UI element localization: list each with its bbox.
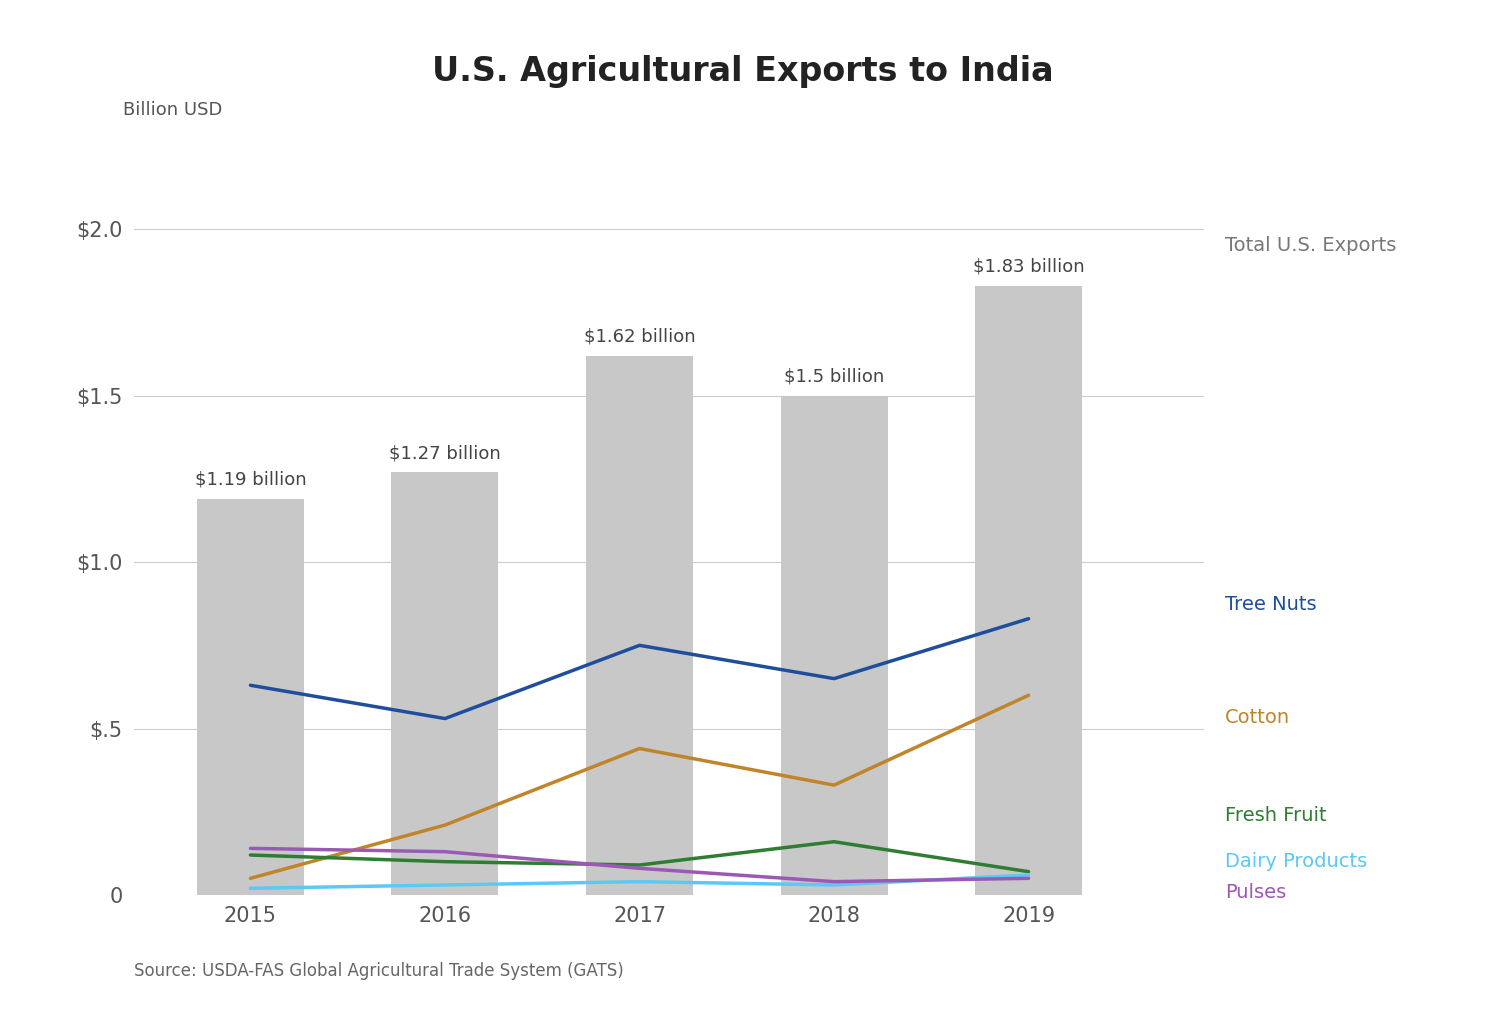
Text: $1.83 billion: $1.83 billion bbox=[973, 258, 1085, 276]
Text: $1.5 billion: $1.5 billion bbox=[785, 368, 884, 385]
Text: Total U.S. Exports: Total U.S. Exports bbox=[1224, 236, 1397, 255]
Text: Source: USDA-FAS Global Agricultural Trade System (GATS): Source: USDA-FAS Global Agricultural Tra… bbox=[134, 962, 624, 980]
Text: Dairy Products: Dairy Products bbox=[1224, 852, 1367, 872]
Bar bbox=[780, 396, 887, 895]
Text: $1.27 billion: $1.27 billion bbox=[389, 444, 501, 463]
Bar bbox=[391, 472, 498, 895]
Bar bbox=[585, 356, 692, 895]
Text: $1.62 billion: $1.62 billion bbox=[584, 327, 695, 346]
Bar bbox=[975, 286, 1082, 895]
Text: Cotton: Cotton bbox=[1224, 708, 1290, 727]
Text: U.S. Agricultural Exports to India: U.S. Agricultural Exports to India bbox=[432, 55, 1054, 87]
Text: $1.19 billion: $1.19 billion bbox=[195, 471, 306, 489]
Text: Tree Nuts: Tree Nuts bbox=[1224, 595, 1317, 613]
Text: Fresh Fruit: Fresh Fruit bbox=[1224, 806, 1327, 825]
Bar bbox=[198, 499, 305, 895]
Text: Pulses: Pulses bbox=[1224, 884, 1287, 902]
Text: Billion USD: Billion USD bbox=[123, 101, 223, 119]
